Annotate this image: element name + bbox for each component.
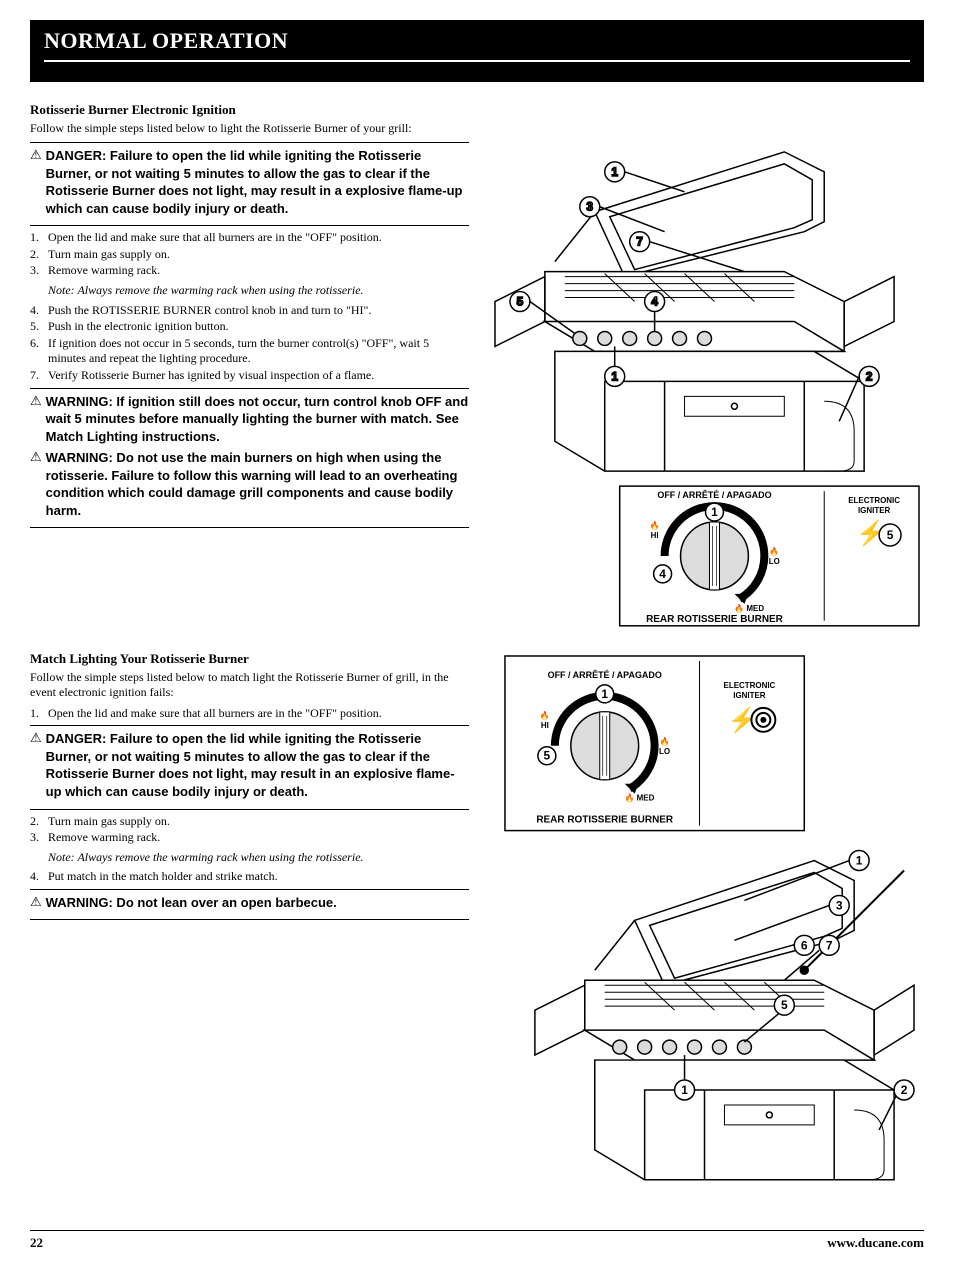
section1-intro: Follow the simple steps listed below to …: [30, 121, 469, 136]
warning-box-2: ⚠ WARNING: Do not lean over an open barb…: [30, 889, 469, 921]
svg-text:🔥: 🔥: [660, 736, 670, 746]
steps-list-1a: Open the lid and make sure that all burn…: [30, 230, 469, 279]
svg-text:🔥: 🔥: [625, 792, 635, 802]
section1-figure: 1 3 7 4 5 1 2 OFF / ARRÊTÉ / APAGADO: [485, 102, 924, 631]
svg-text:3: 3: [836, 898, 843, 912]
step-item: Remove warming rack.: [30, 263, 469, 279]
svg-text:OFF / ARRÊTÉ / APAGADO: OFF / ARRÊTÉ / APAGADO: [657, 489, 771, 500]
warning-icon: ⚠: [30, 894, 42, 910]
svg-text:4: 4: [659, 567, 666, 581]
warning-icon: ⚠: [30, 730, 42, 746]
step-item: Put match in the match holder and strike…: [30, 869, 469, 885]
svg-text:IGNITER: IGNITER: [733, 691, 766, 700]
svg-text:🔥: 🔥: [650, 520, 660, 530]
warning-text-3: WARNING: Do not lean over an open barbec…: [46, 894, 469, 912]
page-number: 22: [30, 1235, 43, 1251]
svg-text:LO: LO: [769, 557, 780, 566]
section1-text: Rotisserie Burner Electronic Ignition Fo…: [30, 102, 469, 631]
grill-diagram-2: OFF / ARRÊTÉ / APAGADO 🔥 HI 🔥 LO 🔥 MED 1…: [485, 651, 924, 1210]
steps-list-2b: Turn main gas supply on. Remove warming …: [30, 814, 469, 846]
svg-text:🔥: 🔥: [540, 710, 550, 720]
section-match-lighting: Match Lighting Your Rotisserie Burner Fo…: [30, 651, 924, 1210]
page-title: NORMAL OPERATION: [44, 28, 910, 62]
svg-text:2: 2: [866, 369, 873, 383]
page-footer: 22 www.ducane.com: [30, 1230, 924, 1251]
warning-box-1: ⚠ WARNING: If ignition still does not oc…: [30, 388, 469, 529]
svg-text:1: 1: [611, 165, 618, 179]
steps-list-2c: Put match in the match holder and strike…: [30, 869, 469, 885]
section-electronic-ignition: Rotisserie Burner Electronic Ignition Fo…: [30, 102, 924, 631]
grill-diagram-1: 1 3 7 4 5 1 2 OFF / ARRÊTÉ / APAGADO: [485, 102, 924, 631]
danger-text-1: DANGER: Failure to open the lid while ig…: [46, 147, 469, 217]
svg-text:REAR ROTISSERIE BURNER: REAR ROTISSERIE BURNER: [646, 614, 783, 625]
warning-text-1: WARNING: If ignition still does not occu…: [46, 393, 469, 446]
danger-text-2: DANGER: Failure to open the lid while ig…: [46, 730, 469, 800]
svg-text:IGNITER: IGNITER: [858, 506, 891, 515]
svg-text:HI: HI: [651, 531, 659, 540]
svg-text:5: 5: [517, 295, 524, 309]
step-item: Remove warming rack.: [30, 830, 469, 846]
svg-text:2: 2: [901, 1083, 908, 1097]
warning-text-2: WARNING: Do not use the main burners on …: [46, 449, 469, 519]
section2-intro: Follow the simple steps listed below to …: [30, 670, 469, 700]
step-item: Open the lid and make sure that all burn…: [30, 706, 469, 722]
svg-text:🔥: 🔥: [769, 546, 779, 556]
header-bar: NORMAL OPERATION: [30, 20, 924, 82]
svg-text:REAR ROTISSERIE BURNER: REAR ROTISSERIE BURNER: [536, 814, 673, 825]
steps-list-1b: Push the ROTISSERIE BURNER control knob …: [30, 303, 469, 384]
svg-text:1: 1: [611, 369, 618, 383]
svg-text:⚡: ⚡: [727, 706, 757, 734]
svg-text:LO: LO: [659, 747, 670, 756]
svg-text:5: 5: [781, 998, 788, 1012]
warning-icon: ⚠: [30, 449, 42, 465]
svg-text:HI: HI: [541, 721, 549, 730]
svg-text:OFF / ARRÊTÉ / APAGADO: OFF / ARRÊTÉ / APAGADO: [548, 669, 662, 680]
note-2b: Note: Always remove the warming rack whe…: [30, 850, 469, 866]
section2-text: Match Lighting Your Rotisserie Burner Fo…: [30, 651, 469, 1210]
svg-text:7: 7: [636, 235, 643, 249]
svg-text:1: 1: [681, 1083, 688, 1097]
svg-text:🔥: 🔥: [734, 603, 744, 613]
svg-text:1: 1: [601, 687, 608, 701]
steps-list-2a: Open the lid and make sure that all burn…: [30, 706, 469, 722]
section1-subhead: Rotisserie Burner Electronic Ignition: [30, 102, 469, 118]
svg-text:MED: MED: [637, 793, 655, 802]
note-1a: Note: Always remove the warming rack whe…: [30, 283, 469, 299]
step-item: Verify Rotisserie Burner has ignited by …: [30, 368, 469, 384]
footer-url: www.ducane.com: [827, 1235, 924, 1251]
svg-text:ELECTRONIC: ELECTRONIC: [848, 496, 900, 505]
step-item: Turn main gas supply on.: [30, 814, 469, 830]
step-item: Open the lid and make sure that all burn…: [30, 230, 469, 246]
svg-text:ELECTRONIC: ELECTRONIC: [723, 681, 775, 690]
danger-box-1: ⚠ DANGER: Failure to open the lid while …: [30, 142, 469, 226]
section2-figure: OFF / ARRÊTÉ / APAGADO 🔥 HI 🔥 LO 🔥 MED 1…: [485, 651, 924, 1210]
svg-text:6: 6: [801, 938, 808, 952]
warning-icon: ⚠: [30, 393, 42, 409]
step-item: Push the ROTISSERIE BURNER control knob …: [30, 303, 469, 319]
warning-icon: ⚠: [30, 147, 42, 163]
svg-text:3: 3: [586, 200, 593, 214]
danger-box-2: ⚠ DANGER: Failure to open the lid while …: [30, 725, 469, 809]
svg-text:1: 1: [711, 505, 718, 519]
svg-text:5: 5: [544, 749, 551, 763]
svg-text:4: 4: [651, 295, 658, 309]
svg-text:MED: MED: [746, 604, 764, 613]
svg-text:1: 1: [856, 853, 863, 867]
step-item: If ignition does not occur in 5 seconds,…: [30, 336, 469, 367]
step-item: Turn main gas supply on.: [30, 247, 469, 263]
svg-text:7: 7: [826, 938, 833, 952]
svg-text:5: 5: [887, 528, 894, 542]
step-item: Push in the electronic ignition button.: [30, 319, 469, 335]
section2-subhead: Match Lighting Your Rotisserie Burner: [30, 651, 469, 667]
